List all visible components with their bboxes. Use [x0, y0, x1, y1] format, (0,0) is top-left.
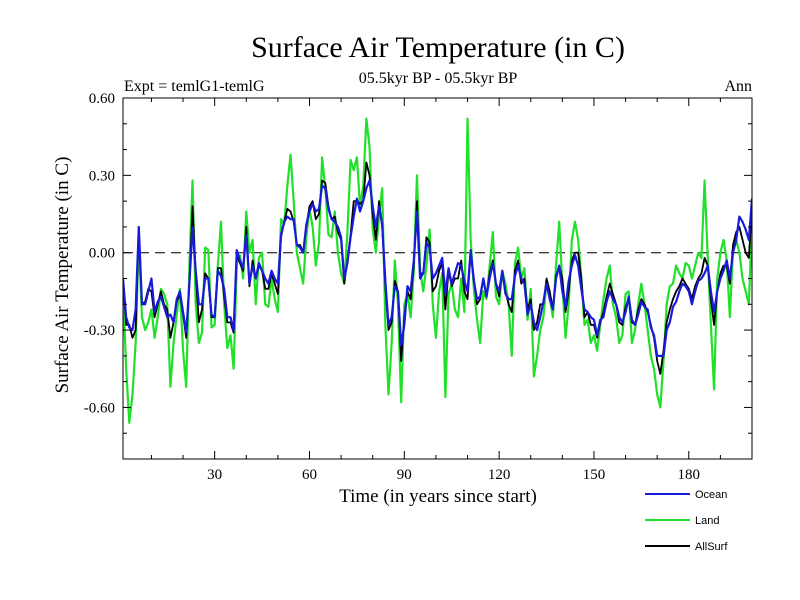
- legend-label-allsurf: AllSurf: [695, 541, 728, 553]
- legend-label-land: Land: [695, 515, 719, 527]
- y-tick-label: -0.60: [84, 400, 115, 416]
- chart-title: Surface Air Temperature (in C): [251, 31, 625, 64]
- x-tick-label: 150: [583, 467, 606, 483]
- legend-label-ocean: Ocean: [695, 489, 727, 501]
- y-tick-label: 0.00: [89, 246, 115, 262]
- x-tick-label: 90: [397, 467, 412, 483]
- legend: Ocean Land AllSurf: [645, 489, 728, 553]
- x-tick-label: 30: [207, 467, 222, 483]
- subtitle-center: 05.5kyr BP - 05.5kyr BP: [359, 70, 518, 87]
- series-line-land: [123, 117, 752, 424]
- y-tick-label: 0.30: [89, 168, 115, 184]
- x-tick-label: 120: [488, 467, 511, 483]
- series-line-ocean: [123, 179, 752, 357]
- y-axis-label: Surface Air Temperature (in C): [52, 157, 73, 394]
- y-tick-label: 0.60: [89, 91, 115, 107]
- subtitle-left: Expt = temlG1-temlG: [124, 78, 265, 95]
- subtitle-right: Ann: [724, 78, 752, 95]
- x-tick-label: 60: [302, 467, 317, 483]
- x-tick-label: 180: [678, 467, 701, 483]
- y-tick-label: -0.30: [84, 323, 115, 339]
- x-axis-label: Time (in years since start): [339, 486, 537, 507]
